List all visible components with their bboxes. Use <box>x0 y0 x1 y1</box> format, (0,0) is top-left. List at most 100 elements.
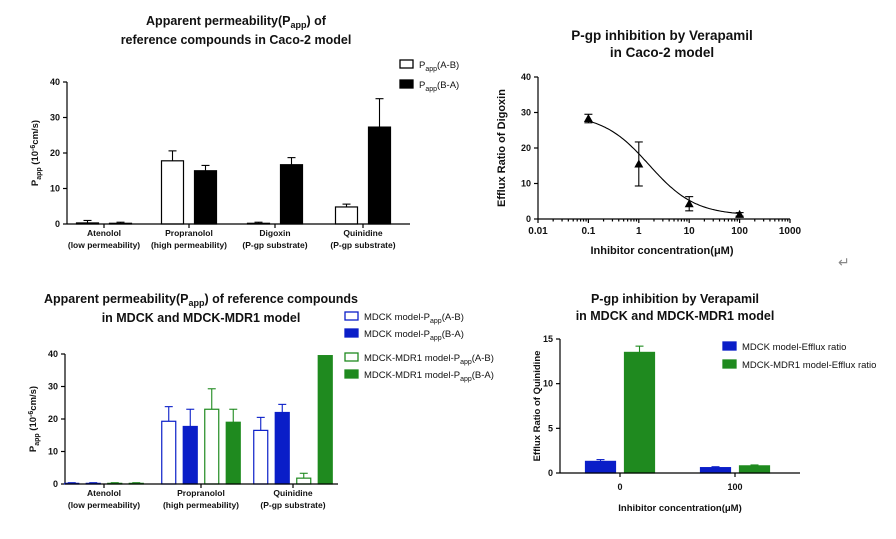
mdck-perm-bar-s0-c1 <box>161 420 177 485</box>
caco2-perm-category-desc: (P-gp substrate) <box>242 240 307 250</box>
mdck-perm-legend-swatch-1 <box>344 328 359 338</box>
mdck-inhib-title-line2: in MDCK and MDCK-MDR1 model <box>576 309 775 323</box>
caco2-inhib-x-tick-label: 1000 <box>779 226 802 237</box>
mdck-perm-y-tick-label: 20 <box>48 414 58 424</box>
caco2-inhib-data-point <box>583 114 593 123</box>
caco2-inhib-x-tick-label: 0.01 <box>528 226 548 237</box>
caco2-inhib-fit-curve <box>588 120 740 215</box>
caco2-inhib-y-axis-label: Efflux Ratio of Digoxin <box>496 89 508 207</box>
caco2-perm-plot-area: 0 10 20 30 40 Papp (10-6cm/s) Atenolol (low per… <box>30 59 459 250</box>
mdck-perm-y-tick-label: 0 <box>53 479 58 489</box>
mdck-perm-plot-area: 0 10 20 30 40 Papp (10-6cm/s) Atenolol (low per… <box>28 311 494 510</box>
mdck-perm-category-name: Quinidine <box>273 488 312 498</box>
caco2-perm-title-line1: Apparent permeability(Papp) of <box>146 14 327 30</box>
caco2-inhib-data-point <box>684 199 694 208</box>
mdck-perm-category-desc: (P-gp substrate) <box>260 500 325 510</box>
caco2-inhib-y-tick-label: 30 <box>521 108 531 118</box>
caco2-perm-category-desc: (high permeability) <box>151 240 227 250</box>
mdck-inhib-bar-s1-c0 <box>623 351 656 474</box>
mdck-perm-bar-s3-c1 <box>225 421 241 485</box>
mdck-perm-category-name: Atenolol <box>87 488 121 498</box>
caco2-perm-y-tick-label: 10 <box>50 184 60 194</box>
mdck-perm-legend-label-1: MDCK model-Papp(B-A) <box>364 329 464 342</box>
caco2-inhib-title-line1: P-gp inhibition by Verapamil <box>571 28 753 43</box>
caco2-perm-bar-s0-c3 <box>334 206 359 225</box>
caco2-inhib-x-tick-label: 10 <box>684 226 696 237</box>
mdck-inhib-y-tick-label: 10 <box>543 379 553 389</box>
mdck-inhib-x-tick-label: 100 <box>727 482 742 492</box>
mdck-permeability-chart: Apparent permeability(Papp) of reference… <box>28 292 494 510</box>
caco2-perm-y-tick-label: 30 <box>50 113 60 123</box>
caco2-inhib-title-line2: in Caco-2 model <box>610 45 714 60</box>
mdck-perm-bar-s1-c2 <box>274 411 290 485</box>
caco2-inhib-y-tick-label: 0 <box>526 214 531 224</box>
caco2-perm-legend-label-0: Papp(A-B) <box>419 60 459 73</box>
mdck-perm-y-axis-label: Papp (10-6cm/s) <box>28 386 41 452</box>
caco2-inhibition-chart: P-gp inhibition by Verapamil in Caco-2 m… <box>496 28 802 257</box>
mdck-inhib-y-tick-label: 0 <box>548 468 553 478</box>
mdck-inhib-bar-s0-c1 <box>699 467 732 474</box>
caco2-inhib-x-tick-label: 100 <box>731 226 748 237</box>
mdck-perm-category-desc: (high permeability) <box>163 500 239 510</box>
caco2-inhib-x-tick-label: 1 <box>636 226 642 237</box>
mdck-perm-legend-swatch-2 <box>344 352 359 362</box>
caco2-perm-y-axis-label: Papp (10-6cm/s) <box>30 120 43 186</box>
caco2-permeability-chart: Apparent permeability(Papp) of reference… <box>30 14 459 250</box>
mdck-perm-legend-label-0: MDCK model-Papp(A-B) <box>364 312 464 325</box>
mdck-perm-legend-label-2: MDCK-MDR1 model-Papp(A-B) <box>364 353 494 366</box>
caco2-perm-category-name: Digoxin <box>259 228 290 238</box>
caco2-perm-category-name: Atenolol <box>87 228 121 238</box>
mdck-perm-bar-s3-c2 <box>317 355 333 485</box>
caco2-inhib-data-point <box>735 209 745 218</box>
mdck-inhib-legend-swatch-0 <box>722 341 737 351</box>
mdck-perm-category-name: Propranolol <box>177 488 225 498</box>
mdck-inhib-bar-s0-c0 <box>584 460 617 474</box>
mdck-inhib-x-axis-label: Inhibitor concentration(μM) <box>618 503 742 514</box>
caco2-inhib-data-point <box>634 159 644 168</box>
caco2-perm-category-name: Propranolol <box>165 228 213 238</box>
mdck-perm-legend-swatch-0 <box>344 311 359 321</box>
mdck-inhib-legend-swatch-1 <box>722 359 737 369</box>
caco2-inhib-x-tick-label: 0.1 <box>581 226 595 237</box>
mdck-inhib-legend-label-0: MDCK model-Efflux ratio <box>742 342 846 353</box>
caco2-perm-category-desc: (P-gp substrate) <box>330 240 395 250</box>
mdck-perm-bar-s1-c1 <box>182 425 198 485</box>
caco2-perm-y-tick-label: 0 <box>55 219 60 229</box>
caco2-perm-bar-s1-c3 <box>367 126 392 225</box>
mdck-inhibition-chart: P-gp inhibition by Verapamil in MDCK and… <box>532 292 876 514</box>
mdck-perm-bar-s0-c2 <box>253 429 269 485</box>
caco2-perm-legend-label-1: Papp(B-A) <box>419 80 459 93</box>
caco2-inhib-y-tick-label: 20 <box>521 143 531 153</box>
caco2-perm-legend-swatch-0 <box>399 59 414 69</box>
mdck-perm-bar-s2-c2 <box>296 477 312 485</box>
caco2-perm-category-desc: (low permeability) <box>68 240 140 250</box>
return-arrow-icon: ↵ <box>838 254 850 270</box>
caco2-inhib-x-axis-label: Inhibitor concentration(μM) <box>591 245 734 257</box>
mdck-perm-y-tick-label: 10 <box>48 447 58 457</box>
mdck-perm-legend-swatch-3 <box>344 369 359 379</box>
mdck-inhib-title-line1: P-gp inhibition by Verapamil <box>591 292 759 306</box>
mdck-perm-y-tick-label: 30 <box>48 382 58 392</box>
caco2-inhib-plot-area: 0 10 20 30 40 Efflux Ratio of Digoxin 0.01 0.1 1… <box>496 72 802 257</box>
mdck-inhib-bar-s1-c1 <box>738 465 771 474</box>
mdck-inhib-y-tick-label: 15 <box>543 334 553 344</box>
caco2-perm-legend-swatch-1 <box>399 79 414 89</box>
mdck-inhib-y-tick-label: 5 <box>548 423 553 433</box>
mdck-perm-bar-s2-c1 <box>204 408 220 485</box>
caco2-inhib-y-tick-label: 40 <box>521 72 531 82</box>
caco2-perm-bar-s0-c1 <box>160 160 185 225</box>
caco2-perm-title-line2: reference compounds in Caco-2 model <box>121 33 352 47</box>
mdck-perm-legend-label-3: MDCK-MDR1 model-Papp(B-A) <box>364 370 494 383</box>
caco2-perm-y-tick-label: 40 <box>50 77 60 87</box>
mdck-perm-category-desc: (low permeability) <box>68 500 140 510</box>
caco2-perm-y-tick-label: 20 <box>50 148 60 158</box>
mdck-inhib-x-tick-label: 0 <box>617 482 622 492</box>
mdck-inhib-legend-label-1: MDCK-MDR1 model-Efflux ratio <box>742 360 876 371</box>
caco2-perm-bar-s1-c1 <box>193 170 218 225</box>
caco2-perm-category-name: Quinidine <box>343 228 382 238</box>
mdck-perm-title-line2: in MDCK and MDCK-MDR1 model <box>102 311 301 325</box>
mdck-perm-y-tick-label: 40 <box>48 349 58 359</box>
